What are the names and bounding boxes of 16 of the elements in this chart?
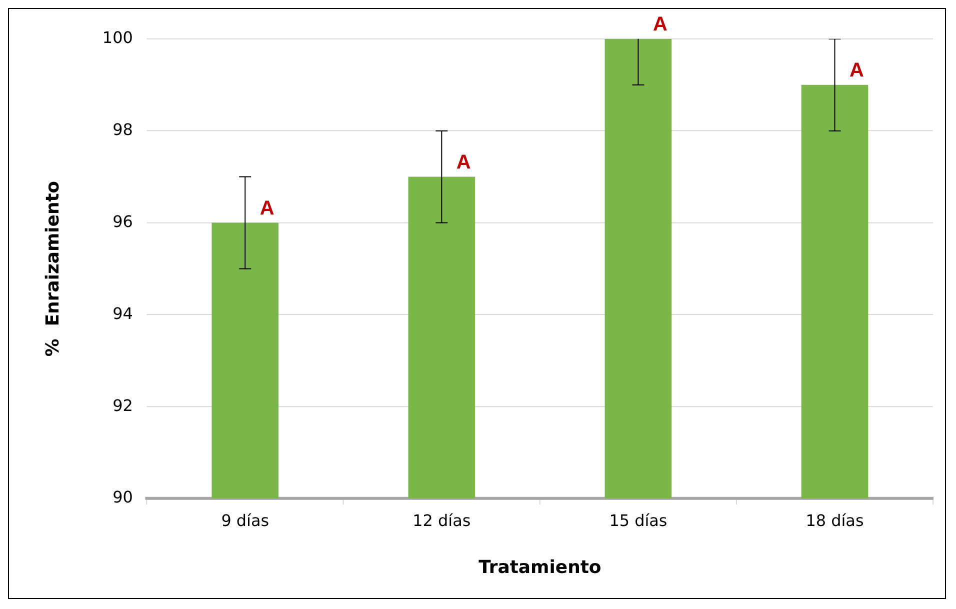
x-tick-label: 12 días [412,511,471,530]
y-tick-label: 92 [112,396,133,415]
x-tick-label: 18 días [806,511,864,530]
y-tick-label: 98 [112,120,133,139]
annotation: A [456,151,471,174]
annotation: A [652,13,668,36]
x-tick-label: 9 días [221,511,270,530]
y-axis-title: % Enraizamiento [42,180,64,357]
annotation: A [260,197,274,220]
y-tick-label: 100 [102,28,133,48]
x-tick-label: 15 días [609,511,668,530]
y-tick-label: 90 [112,488,133,507]
x-axis-title: Tratamiento [478,556,602,578]
y-tick-label: 94 [112,304,133,323]
y-tick-label: 96 [112,212,133,231]
annotation: A [850,59,864,82]
